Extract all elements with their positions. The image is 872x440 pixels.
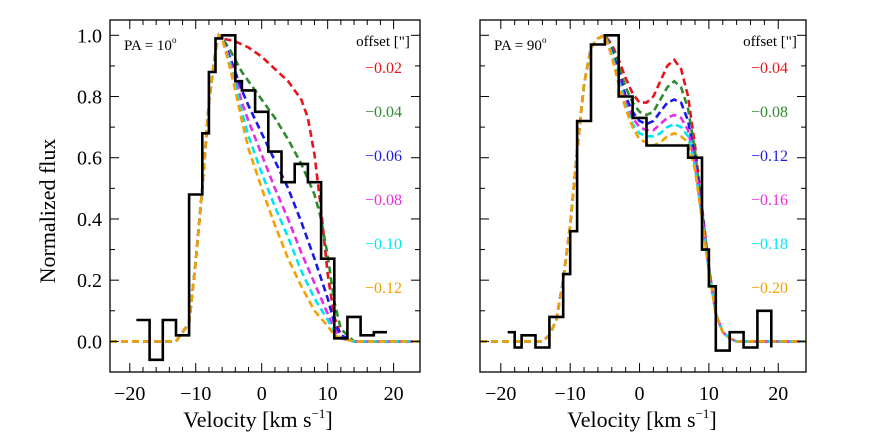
panel-pa90: −20 −10 0 10 20 PA = 90o offset ["] −0.04−0.… <box>479 19 807 405</box>
axes-frame-pa10 <box>109 19 421 373</box>
model-curve-pa90-2 <box>480 33 806 343</box>
legend-label-pa10-1: −0.02 <box>365 60 402 77</box>
y-tick-label: 0.8 <box>77 87 102 109</box>
panel-pa10-axes: −20 −10 0 10 20 0.0 0.2 0.4 0.6 0.8 1.0 <box>77 19 421 405</box>
panel-pa90-offset-header: offset ["] <box>743 34 797 50</box>
legend-label-pa10-3: −0.06 <box>365 148 402 165</box>
panel-pa90-curves <box>480 33 806 352</box>
panel-pa90-legend: −0.04 −0.08 −0.12 −0.16 −0.18 −0.20 <box>751 60 788 297</box>
x-tick-label-pa90: 10 <box>699 383 719 405</box>
panel-pa10: −20 −10 0 10 20 0.0 0.2 0.4 0.6 0.8 1.0 PA = 10o o… <box>77 19 421 405</box>
x-tick-label-pa10: 20 <box>384 383 404 405</box>
panel-pa90-x-axis-label: Velocity [km s−1] <box>567 406 717 432</box>
panel-pa90-label: PA = 90o <box>494 35 547 54</box>
x-tick-label-pa90: −10 <box>555 383 586 405</box>
x-tick-label-pa10: −20 <box>114 383 145 405</box>
legend-label-pa90-6: −0.20 <box>751 280 788 297</box>
panel-pa10-label: PA = 10o <box>124 35 177 54</box>
axes-frame-pa90 <box>479 19 807 373</box>
model-curve-pa10-6 <box>110 32 420 343</box>
x-tick-label-pa90: −20 <box>485 383 516 405</box>
legend-label-pa90-4: −0.16 <box>751 192 788 209</box>
panel-pa10-curves <box>110 32 420 362</box>
x-tick-label-pa10: −10 <box>180 383 211 405</box>
observed-step-pa10 <box>136 34 387 362</box>
x-tick-label-pa10: 0 <box>257 383 267 405</box>
x-tick-label-pa90: 20 <box>768 383 788 405</box>
y-axis-label: Normalized flux <box>35 139 60 284</box>
legend-label-pa90-1: −0.04 <box>751 60 788 77</box>
legend-label-pa90-5: −0.18 <box>751 236 788 253</box>
y-tick-label: 0.0 <box>77 331 102 353</box>
legend-label-pa10-2: −0.04 <box>365 104 402 121</box>
observed-step-pa90 <box>507 34 773 352</box>
panel-pa90-axes: −20 −10 0 10 20 <box>479 19 807 405</box>
legend-label-pa10-4: −0.08 <box>365 192 402 209</box>
legend-label-pa10-6: −0.12 <box>365 280 402 297</box>
panel-pa10-x-axis-label: Velocity [km s−1] <box>183 406 333 432</box>
legend-label-pa10-5: −0.10 <box>365 236 402 253</box>
y-tick-label: 0.2 <box>77 270 102 292</box>
legend-label-pa90-3: −0.12 <box>751 148 788 165</box>
panel-pa10-legend: −0.02 −0.04 −0.06 −0.08 −0.10 −0.12 <box>365 60 402 297</box>
y-tick-label: 1.0 <box>77 25 102 47</box>
y-tick-label: 0.4 <box>77 209 102 231</box>
x-tick-label-pa90: 0 <box>635 383 645 405</box>
panel-pa10-offset-header: offset ["] <box>356 34 410 50</box>
y-tick-label: 0.6 <box>77 148 102 170</box>
x-tick-label-pa10: 10 <box>318 383 338 405</box>
legend-label-pa90-2: −0.08 <box>751 104 788 121</box>
model-curve-pa90-5 <box>480 33 806 343</box>
